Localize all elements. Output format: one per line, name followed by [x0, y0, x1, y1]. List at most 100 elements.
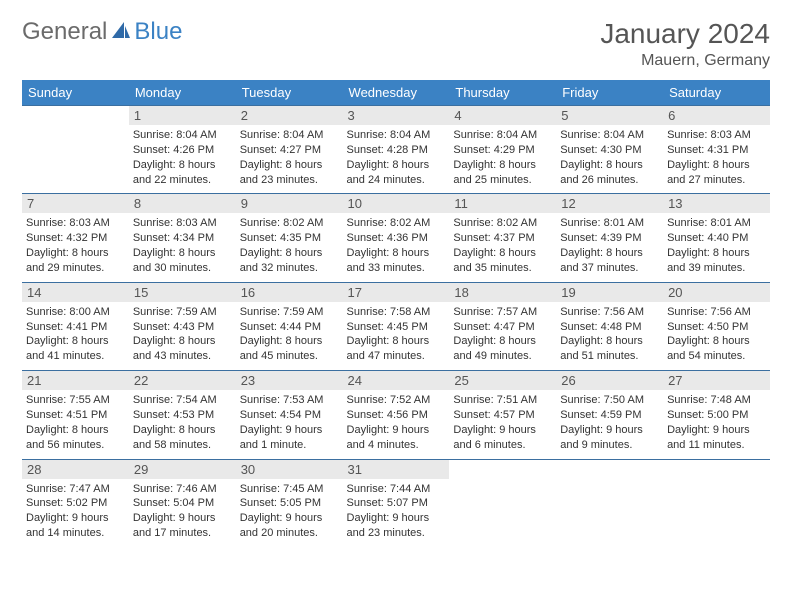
- day-info: Sunrise: 7:47 AMSunset: 5:02 PMDaylight:…: [26, 482, 125, 541]
- daylight-text: Daylight: 8 hours and 43 minutes.: [133, 334, 232, 364]
- calendar-cell: 27Sunrise: 7:48 AMSunset: 5:00 PMDayligh…: [663, 371, 770, 459]
- logo-text-general: General: [22, 18, 107, 46]
- logo-text-blue: Blue: [134, 18, 182, 46]
- day-number: 7: [22, 194, 129, 213]
- weekday-header: Thursday: [449, 80, 556, 106]
- calendar-cell: 19Sunrise: 7:56 AMSunset: 4:48 PMDayligh…: [556, 282, 663, 370]
- day-number: 22: [129, 371, 236, 390]
- daylight-text: Daylight: 8 hours and 56 minutes.: [26, 423, 125, 453]
- sunset-text: Sunset: 5:00 PM: [667, 408, 766, 423]
- sunrise-text: Sunrise: 8:04 AM: [133, 128, 232, 143]
- day-number: 11: [449, 194, 556, 213]
- day-number: 31: [343, 460, 450, 479]
- calendar-cell: 6Sunrise: 8:03 AMSunset: 4:31 PMDaylight…: [663, 106, 770, 194]
- sunrise-text: Sunrise: 8:02 AM: [240, 216, 339, 231]
- day-info: Sunrise: 7:50 AMSunset: 4:59 PMDaylight:…: [560, 393, 659, 452]
- sunset-text: Sunset: 4:53 PM: [133, 408, 232, 423]
- sunrise-text: Sunrise: 7:56 AM: [560, 305, 659, 320]
- daylight-text: Daylight: 9 hours and 20 minutes.: [240, 511, 339, 541]
- calendar-cell: 10 Sunrise: 8:02 AMSunset: 4:36 PMDayligh…: [343, 194, 450, 282]
- weekday-header: Monday: [129, 80, 236, 106]
- day-info: Sunrise: 8:02 AMSunset: 4:36 PMDaylight:…: [347, 216, 446, 275]
- calendar-row: 21Sunrise: 7:55 AMSunset: 4:51 PMDayligh…: [22, 371, 770, 459]
- day-info: Sunrise: 7:53 AMSunset: 4:54 PMDaylight:…: [240, 393, 339, 452]
- day-number: 18: [449, 283, 556, 302]
- calendar-cell: 8Sunrise: 8:03 AMSunset: 4:34 PMDaylight…: [129, 194, 236, 282]
- daylight-text: Daylight: 8 hours and 35 minutes.: [453, 246, 552, 276]
- day-info: Sunrise: 7:44 AMSunset: 5:07 PMDaylight:…: [347, 482, 446, 541]
- sunrise-text: Sunrise: 8:04 AM: [560, 128, 659, 143]
- weekday-header: Sunday: [22, 80, 129, 106]
- day-info: Sunrise: 8:04 AMSunset: 4:28 PMDaylight:…: [347, 128, 446, 187]
- calendar-cell: 13 Sunrise: 8:01 AMSunset: 4:40 PMDayligh…: [663, 194, 770, 282]
- daylight-text: Daylight: 8 hours and 33 minutes.: [347, 246, 446, 276]
- day-info: Sunrise: 8:03 AMSunset: 4:32 PMDaylight:…: [26, 216, 125, 275]
- daylight-text: Daylight: 8 hours and 24 minutes.: [347, 158, 446, 188]
- calendar-cell: 18Sunrise: 7:57 AMSunset: 4:47 PMDayligh…: [449, 282, 556, 370]
- calendar-cell: 25 Sunrise: 7:51 AMSunset: 4:57 PMDayligh…: [449, 371, 556, 459]
- day-number: 6: [663, 106, 770, 125]
- daylight-text: Daylight: 8 hours and 49 minutes.: [453, 334, 552, 364]
- calendar-row: 28 Sunrise: 7:47 AMSunset: 5:02 PMDayligh…: [22, 459, 770, 547]
- calendar-cell: 23Sunrise: 7:53 AMSunset: 4:54 PMDayligh…: [236, 371, 343, 459]
- day-info: Sunrise: 8:02 AMSunset: 4:35 PMDaylight:…: [240, 216, 339, 275]
- sunset-text: Sunset: 5:02 PM: [26, 496, 125, 511]
- sunrise-text: Sunrise: 7:56 AM: [667, 305, 766, 320]
- day-number: 13: [663, 194, 770, 213]
- weekday-header: Wednesday: [343, 80, 450, 106]
- daylight-text: Daylight: 8 hours and 30 minutes.: [133, 246, 232, 276]
- sunrise-text: Sunrise: 8:04 AM: [240, 128, 339, 143]
- sunset-text: Sunset: 4:30 PM: [560, 143, 659, 158]
- daylight-text: Daylight: 8 hours and 26 minutes.: [560, 158, 659, 188]
- sunset-text: Sunset: 5:04 PM: [133, 496, 232, 511]
- daylight-text: Daylight: 8 hours and 41 minutes.: [26, 334, 125, 364]
- sunrise-text: Sunrise: 7:52 AM: [347, 393, 446, 408]
- day-info: Sunrise: 7:56 AMSunset: 4:48 PMDaylight:…: [560, 305, 659, 364]
- day-info: Sunrise: 8:04 AMSunset: 4:27 PMDaylight:…: [240, 128, 339, 187]
- calendar-cell: 17Sunrise: 7:58 AMSunset: 4:45 PMDayligh…: [343, 282, 450, 370]
- calendar-cell: 15Sunrise: 7:59 AMSunset: 4:43 PMDayligh…: [129, 282, 236, 370]
- day-number: 2: [236, 106, 343, 125]
- sunset-text: Sunset: 5:07 PM: [347, 496, 446, 511]
- day-number: 8: [129, 194, 236, 213]
- calendar-cell: [556, 459, 663, 547]
- daylight-text: Daylight: 8 hours and 45 minutes.: [240, 334, 339, 364]
- sunset-text: Sunset: 4:26 PM: [133, 143, 232, 158]
- header: General Blue January 2024 Mauern, German…: [22, 18, 770, 70]
- calendar-cell: [22, 106, 129, 194]
- title-block: January 2024 Mauern, Germany: [600, 18, 770, 70]
- sunrise-text: Sunrise: 7:59 AM: [133, 305, 232, 320]
- day-number: 28: [22, 460, 129, 479]
- daylight-text: Daylight: 8 hours and 29 minutes.: [26, 246, 125, 276]
- day-info: Sunrise: 7:54 AMSunset: 4:53 PMDaylight:…: [133, 393, 232, 452]
- day-info: Sunrise: 7:51 AMSunset: 4:57 PMDaylight:…: [453, 393, 552, 452]
- daylight-text: Daylight: 8 hours and 25 minutes.: [453, 158, 552, 188]
- sunrise-text: Sunrise: 7:45 AM: [240, 482, 339, 497]
- sunset-text: Sunset: 4:56 PM: [347, 408, 446, 423]
- calendar-cell: 26Sunrise: 7:50 AMSunset: 4:59 PMDayligh…: [556, 371, 663, 459]
- sunset-text: Sunset: 4:28 PM: [347, 143, 446, 158]
- sunrise-text: Sunrise: 7:53 AM: [240, 393, 339, 408]
- day-info: Sunrise: 7:45 AMSunset: 5:05 PMDaylight:…: [240, 482, 339, 541]
- day-info: Sunrise: 8:02 AMSunset: 4:37 PMDaylight:…: [453, 216, 552, 275]
- calendar-cell: 21Sunrise: 7:55 AMSunset: 4:51 PMDayligh…: [22, 371, 129, 459]
- sunset-text: Sunset: 4:31 PM: [667, 143, 766, 158]
- day-info: Sunrise: 8:01 AMSunset: 4:40 PMDaylight:…: [667, 216, 766, 275]
- sunrise-text: Sunrise: 7:48 AM: [667, 393, 766, 408]
- sunset-text: Sunset: 4:59 PM: [560, 408, 659, 423]
- day-number: 10: [343, 194, 450, 213]
- sunrise-text: Sunrise: 7:51 AM: [453, 393, 552, 408]
- daylight-text: Daylight: 8 hours and 39 minutes.: [667, 246, 766, 276]
- sunrise-text: Sunrise: 7:46 AM: [133, 482, 232, 497]
- calendar-cell: 29Sunrise: 7:46 AMSunset: 5:04 PMDayligh…: [129, 459, 236, 547]
- sunset-text: Sunset: 4:45 PM: [347, 320, 446, 335]
- day-number: 25: [449, 371, 556, 390]
- sunset-text: Sunset: 4:39 PM: [560, 231, 659, 246]
- daylight-text: Daylight: 9 hours and 9 minutes.: [560, 423, 659, 453]
- sunset-text: Sunset: 4:34 PM: [133, 231, 232, 246]
- weekday-header-row: Sunday Monday Tuesday Wednesday Thursday…: [22, 80, 770, 106]
- day-number: 5: [556, 106, 663, 125]
- daylight-text: Daylight: 9 hours and 14 minutes.: [26, 511, 125, 541]
- calendar-cell: 12Sunrise: 8:01 AMSunset: 4:39 PMDayligh…: [556, 194, 663, 282]
- sunrise-text: Sunrise: 7:50 AM: [560, 393, 659, 408]
